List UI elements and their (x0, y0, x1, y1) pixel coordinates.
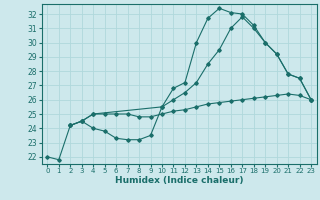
X-axis label: Humidex (Indice chaleur): Humidex (Indice chaleur) (115, 176, 244, 185)
